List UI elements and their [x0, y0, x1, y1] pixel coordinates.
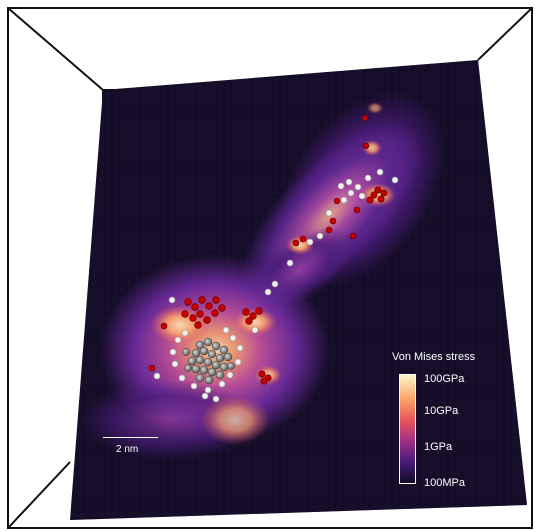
red-atoms	[148, 114, 388, 385]
gray-atoms	[182, 337, 235, 385]
colorbar-tick-1gpa: 1GPa	[424, 441, 453, 453]
simulation-box-front	[7, 7, 533, 529]
colorbar-gradient	[399, 374, 416, 484]
white-atoms	[153, 168, 399, 403]
scale-bar-label: 2 nm	[116, 444, 139, 455]
scale-bar-line	[103, 437, 158, 438]
colorbar-tick-100gpa: 100GPa	[424, 373, 465, 385]
colorbar-tick-10gpa: 10GPa	[424, 405, 459, 417]
colorbar-title: Von Mises stress	[392, 351, 476, 363]
colorbar-tick-100mpa: 100MPa	[424, 477, 465, 489]
stress-slab	[70, 60, 527, 520]
